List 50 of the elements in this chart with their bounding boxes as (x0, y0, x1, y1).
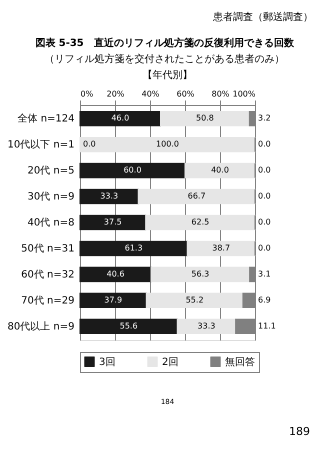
chart-title: 図表 5-35 直近のリフィル処方箋の反復利用できる回数 (35, 37, 295, 49)
x-tick-label: 80% (212, 90, 230, 98)
data-label: 33.3 (100, 192, 118, 201)
data-label: 55.2 (186, 295, 204, 304)
legend-label: 2回 (162, 356, 178, 368)
data-label: 37.5 (104, 218, 122, 226)
data-label: 40.6 (106, 269, 124, 278)
x-tick-label: 0% (80, 90, 94, 98)
data-label: 0.0 (258, 192, 271, 201)
text: 患者調査（郵送調査） (212, 11, 313, 23)
legend-label: 3回 (99, 356, 116, 368)
x-tick-label: 100% (232, 90, 256, 98)
data-label: 46.0 (111, 114, 130, 123)
data-label: 38.7 (212, 243, 230, 252)
data-label: 50.8 (196, 114, 214, 123)
data-label: 56.3 (191, 269, 210, 278)
data-label: 0.0 (83, 140, 96, 149)
text: 189 (289, 425, 310, 438)
x-tick-label: 60% (176, 90, 195, 98)
y-tick-label: 60代 n=32 (21, 269, 74, 280)
data-label: 0.0 (258, 166, 271, 175)
data-label: 100.0 (156, 140, 179, 149)
y-tick-label: 10代以下 n=1 (8, 138, 74, 151)
x-tick-label: 40% (142, 90, 160, 98)
data-label: 0.0 (258, 140, 271, 149)
data-label: 40.0 (211, 166, 229, 175)
data-label: 6.9 (258, 295, 271, 304)
data-label: 33.3 (198, 321, 216, 330)
y-tick-label: 70代 n=29 (21, 295, 74, 306)
text: 【年代別】 (142, 69, 192, 81)
y-tick-label: 20代 n=5 (28, 166, 74, 177)
y-tick-label: 40代 n=8 (28, 218, 74, 228)
y-tick-label: 50代 n=31 (21, 243, 74, 254)
data-label: 62.5 (191, 218, 210, 226)
chart-subtitle: （リフィル処方箋を交付されたことがある患者のみ） (44, 53, 284, 65)
y-tick-label: 80代以上 n=9 (8, 320, 74, 332)
data-label: 11.1 (258, 321, 276, 330)
y-tick-label: 30代 n=9 (28, 192, 74, 203)
data-label: 3.1 (258, 269, 271, 278)
data-label: 60.0 (124, 166, 142, 175)
data-label: 66.7 (188, 192, 206, 201)
data-label: 0.0 (258, 218, 271, 226)
data-label: 37.9 (104, 295, 122, 304)
data-label: 61.3 (124, 243, 143, 252)
y-tick-label: 全体 n=124 (18, 112, 74, 125)
legend-label: 無回答 (225, 356, 255, 368)
data-label: 55.6 (120, 321, 138, 330)
x-tick-label: 20% (106, 90, 125, 98)
data-label: 3.2 (258, 114, 271, 123)
data-label: 0.0 (258, 243, 271, 252)
